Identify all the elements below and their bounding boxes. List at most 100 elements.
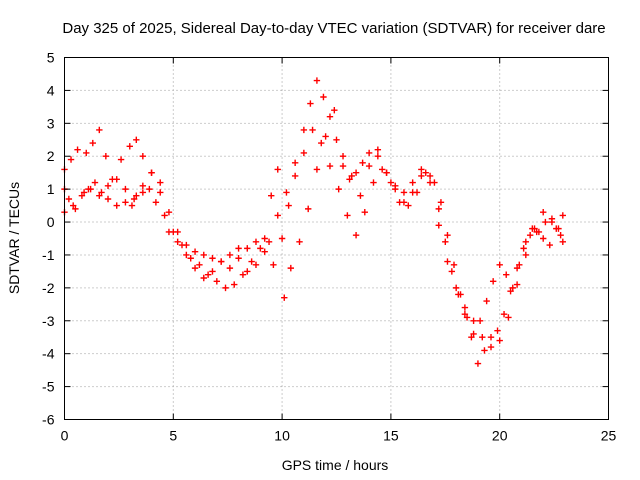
data-point bbox=[65, 195, 73, 203]
data-point bbox=[270, 261, 277, 269]
data-point bbox=[157, 179, 164, 186]
series-group bbox=[61, 106, 564, 351]
data-point bbox=[133, 136, 140, 143]
data-point bbox=[435, 205, 442, 213]
data-point bbox=[470, 330, 477, 338]
x-tick-label: 25 bbox=[601, 428, 617, 444]
data-point bbox=[559, 212, 567, 219]
data-point bbox=[244, 245, 251, 252]
data-point bbox=[157, 189, 164, 196]
data-point bbox=[226, 251, 234, 259]
data-point bbox=[80, 189, 88, 196]
data-point bbox=[87, 185, 94, 193]
data-point bbox=[461, 304, 469, 311]
data-point bbox=[448, 268, 456, 275]
data-point bbox=[261, 248, 268, 255]
data-point bbox=[274, 212, 281, 219]
data-point bbox=[309, 126, 316, 134]
data-point bbox=[200, 251, 207, 259]
y-tick-label: 3 bbox=[47, 115, 55, 131]
data-point bbox=[387, 179, 395, 186]
data-point bbox=[165, 228, 173, 236]
data-point bbox=[546, 241, 553, 249]
data-point bbox=[474, 360, 482, 367]
data-point bbox=[148, 169, 155, 176]
data-point bbox=[83, 149, 90, 157]
y-tick-label: -5 bbox=[42, 379, 55, 395]
data-point bbox=[322, 133, 329, 140]
data-point bbox=[113, 202, 120, 209]
data-point bbox=[418, 166, 425, 173]
data-point bbox=[307, 100, 314, 107]
data-point bbox=[535, 228, 543, 236]
data-point bbox=[479, 334, 486, 341]
data-point bbox=[370, 179, 377, 186]
data-point bbox=[365, 162, 373, 170]
data-point bbox=[333, 136, 340, 143]
data-point bbox=[494, 327, 501, 334]
data-point bbox=[442, 238, 449, 245]
data-point bbox=[520, 245, 527, 252]
data-point bbox=[409, 179, 416, 186]
data-point bbox=[555, 225, 562, 232]
data-point bbox=[516, 261, 523, 269]
data-point bbox=[559, 238, 567, 245]
data-point bbox=[318, 139, 325, 147]
data-point bbox=[102, 153, 110, 160]
data-point bbox=[542, 218, 549, 226]
data-point bbox=[383, 169, 390, 176]
data-point bbox=[509, 284, 516, 292]
data-point bbox=[452, 284, 460, 292]
data-point bbox=[374, 146, 382, 153]
data-point bbox=[104, 195, 112, 203]
data-point bbox=[522, 238, 530, 245]
data-point bbox=[285, 202, 292, 209]
data-point bbox=[191, 248, 199, 255]
data-point bbox=[470, 317, 477, 324]
data-point bbox=[139, 189, 147, 196]
data-point bbox=[146, 185, 153, 193]
data-point bbox=[378, 166, 386, 173]
y-tick-label: 4 bbox=[47, 82, 55, 98]
data-point bbox=[444, 232, 451, 239]
data-point bbox=[426, 179, 434, 186]
data-point bbox=[128, 202, 136, 209]
data-point bbox=[183, 241, 190, 249]
data-point bbox=[283, 189, 290, 196]
data-point bbox=[522, 251, 530, 259]
data-point bbox=[133, 192, 140, 199]
x-tick-label: 0 bbox=[61, 428, 69, 444]
data-point bbox=[320, 93, 327, 101]
x-tick-label: 15 bbox=[383, 428, 399, 444]
y-tick-label: -6 bbox=[42, 412, 55, 428]
data-point bbox=[72, 205, 79, 213]
data-point bbox=[161, 212, 168, 219]
y-tick-label: -4 bbox=[42, 346, 55, 362]
data-point bbox=[503, 271, 510, 278]
data-point bbox=[361, 208, 368, 216]
data-point bbox=[513, 281, 521, 288]
x-tick-label: 20 bbox=[492, 428, 508, 444]
data-point bbox=[67, 156, 75, 163]
y-tick-label: 2 bbox=[47, 148, 55, 164]
data-point bbox=[98, 189, 105, 196]
data-point bbox=[526, 232, 534, 239]
x-tick-label: 10 bbox=[274, 428, 290, 444]
data-point bbox=[268, 192, 275, 199]
data-point bbox=[457, 291, 464, 298]
data-point bbox=[450, 261, 458, 269]
y-tick-label: -1 bbox=[42, 247, 55, 263]
data-point bbox=[200, 274, 207, 282]
y-tick-label: -2 bbox=[42, 280, 55, 296]
y-tick-label: 5 bbox=[47, 50, 55, 66]
data-point bbox=[505, 314, 512, 321]
data-point bbox=[326, 113, 334, 120]
data-point bbox=[239, 271, 247, 278]
data-point bbox=[487, 343, 495, 351]
data-point bbox=[487, 334, 495, 341]
data-point bbox=[540, 208, 547, 216]
data-point bbox=[500, 310, 508, 318]
data-point bbox=[248, 258, 255, 265]
